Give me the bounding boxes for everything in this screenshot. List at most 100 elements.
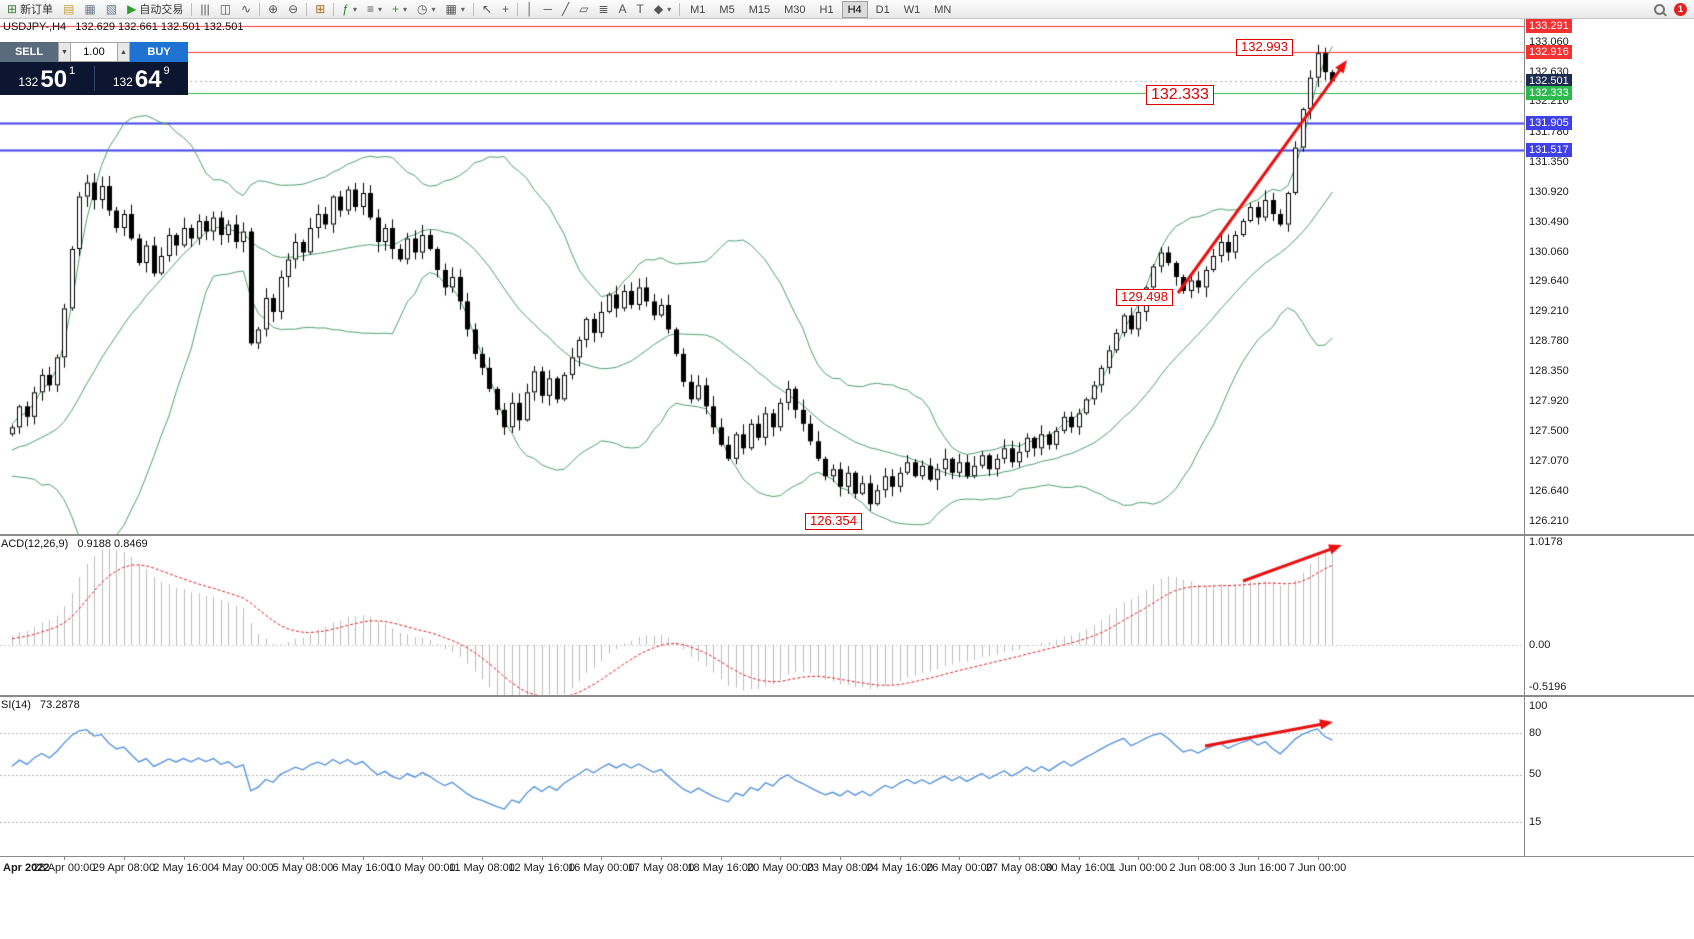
volume-decrease-button[interactable]: ▼ <box>58 42 71 62</box>
timeframe-w1-button[interactable]: W1 <box>903 3 921 16</box>
horizontal-line-button[interactable]: ─ <box>538 1 557 18</box>
price-tick-label: 133.060 <box>1529 36 1569 48</box>
auto-trading-button[interactable]: ▶ 自动交易 <box>122 1 188 18</box>
channel-button[interactable]: ▱ <box>574 1 593 18</box>
time-tick <box>422 857 424 860</box>
timeframe-h4-button[interactable]: H4 <box>841 0 868 18</box>
templates-dropdown-icon[interactable]: ▾ <box>460 4 465 14</box>
rsi-indicator-panel[interactable] <box>0 697 1524 856</box>
objects-list-button[interactable]: ≡ ▾ <box>362 1 387 18</box>
macd-indicator-panel[interactable] <box>0 536 1524 695</box>
ohlc-values: 132.629 132.661 132.501 132.501 <box>75 21 244 33</box>
text-button[interactable]: A <box>614 1 632 18</box>
time-tick <box>899 857 901 860</box>
timeframe-group: M1 M5 M15 M30 H1 H4 D1 W1 MN <box>683 0 958 18</box>
bid-price[interactable]: 132 50 1 <box>0 62 94 95</box>
add-indicator-button[interactable]: + ▾ <box>387 1 412 18</box>
text-label-button[interactable]: T <box>632 1 649 18</box>
trade-controls-row: SELL ▼ ▲ BUY <box>0 42 188 62</box>
indicators-button[interactable]: ƒ ▾ <box>337 1 362 18</box>
price-callout[interactable]: 132.993 <box>1236 39 1293 56</box>
time-axis[interactable]: Apr 2022 28 Apr 00:00 29 Apr 08:00 2 May 16… <box>0 857 1524 877</box>
date-label: 5 May 08:00 <box>272 862 334 874</box>
rsi-axis-label: 15 <box>1529 816 1542 828</box>
templates-button[interactable]: ▦ ▾ <box>441 1 470 18</box>
timeframe-mn-button[interactable]: MN <box>934 3 952 16</box>
new-order-button[interactable]: ⊞ 新订单 <box>2 1 58 18</box>
new-order-label: 新订单 <box>20 4 54 16</box>
search-icon[interactable] <box>1653 3 1666 16</box>
date-label: 2 May 16:00 <box>153 862 214 874</box>
date-label: 26 May 00:00 <box>926 862 993 874</box>
bar-chart-mode-button[interactable]: ||| <box>195 1 214 18</box>
toolbar-group: ⊕ ⊖ <box>263 0 303 18</box>
date-label: 6 May 16:00 <box>332 862 393 874</box>
tile-windows-button[interactable]: ⊞ <box>310 1 330 18</box>
vertical-line-button[interactable]: │ <box>521 1 539 18</box>
profiles-button[interactable]: ▤ <box>58 1 79 18</box>
ask-big-figure: 132 <box>112 74 133 89</box>
indicators-icon: ƒ <box>342 2 349 16</box>
zoom-in-button[interactable]: ⊕ <box>263 1 283 18</box>
charts-window-button[interactable]: ▦ <box>79 1 100 18</box>
date-label: 12 May 16:00 <box>508 862 575 874</box>
charts-window-icon: ▦ <box>84 2 96 16</box>
price-tick-label: 127.500 <box>1529 424 1569 437</box>
volume-input[interactable] <box>71 42 117 62</box>
indicators-dropdown-icon[interactable]: ▾ <box>352 4 357 14</box>
cursor-button[interactable]: ↖ <box>477 1 497 18</box>
candlestick-mode-button[interactable]: ◫ <box>215 1 236 18</box>
price-tick-label: 126.640 <box>1529 484 1569 497</box>
add-indicator-dropdown-icon[interactable]: ▾ <box>403 4 408 14</box>
data-window-button[interactable]: ▧ <box>101 1 122 18</box>
fibonacci-button[interactable]: ≣ <box>593 1 613 18</box>
timeframe-m30-button[interactable]: M30 <box>784 3 806 16</box>
crosshair-button[interactable]: + <box>497 1 514 18</box>
price-callout[interactable]: 126.354 <box>805 513 862 530</box>
new-order-icon: ⊞ <box>7 2 18 16</box>
timeframe-m1-button[interactable]: M1 <box>690 3 706 16</box>
periods-button[interactable]: ◷ ▾ <box>412 1 441 18</box>
price-callout[interactable]: 129.498 <box>1116 289 1173 306</box>
price-line-badge: 131.905 <box>1526 115 1572 130</box>
ask-price[interactable]: 132 64 9 <box>95 62 189 95</box>
buy-button[interactable]: BUY <box>130 42 188 62</box>
trendline-button[interactable]: ╱ <box>557 1 574 18</box>
date-label: 2 Jun 08:00 <box>1169 862 1227 874</box>
price-tick-label: 129.640 <box>1529 275 1569 288</box>
date-label: 4 May 00:00 <box>212 862 274 874</box>
one-click-trading-panel: SELL ▼ ▲ BUY 132 50 1 132 64 9 <box>0 42 188 95</box>
arrow-objects-button[interactable]: ◆ ▾ <box>649 1 676 18</box>
sell-button[interactable]: SELL <box>0 42 58 62</box>
trendline-icon: ╱ <box>562 2 570 16</box>
zoom-out-button[interactable]: ⊖ <box>283 1 303 18</box>
notification-badge[interactable]: 1 <box>1674 2 1687 16</box>
date-label: 23 May 08:00 <box>806 862 874 874</box>
date-label: 3 Jun 16:00 <box>1229 862 1287 874</box>
time-tick <box>481 857 483 860</box>
volume-increase-button[interactable]: ▲ <box>117 42 130 62</box>
price-callout[interactable]: 132.333 <box>1146 85 1214 106</box>
timeframe-d1-button[interactable]: D1 <box>875 3 890 16</box>
date-label: 28 Apr 00:00 <box>33 862 96 874</box>
date-label: 20 May 00:00 <box>747 862 814 874</box>
panel-separator[interactable] <box>0 534 1694 536</box>
panel-separator[interactable] <box>0 695 1694 697</box>
toolbar-button-groups: ⊞ 新订单 ▤ ▦ ▧ ▶ 自动交易 ||| ◫ ∿ ⊕ ⊖ ⊞ ƒ ▾ ≡ ▾ + ▾ ◷ ▾ ▦ ▾ ↖ + │ ─ ╱ ▱ ≣ A T ◆… <box>2 0 958 18</box>
time-tick <box>302 857 304 860</box>
timeframe-h1-button[interactable]: H1 <box>819 3 834 16</box>
arrow-objects-dropdown-icon[interactable]: ▾ <box>667 4 672 14</box>
tile-windows-icon: ⊞ <box>315 2 326 16</box>
periods-dropdown-icon[interactable]: ▾ <box>431 4 436 14</box>
main-chart[interactable] <box>0 19 1524 534</box>
price-axis[interactable]: 133.060 132.630 132.210 131.780 131.350 130.9… <box>1525 0 1694 939</box>
quote-divider <box>93 66 95 91</box>
data-window-icon: ▧ <box>105 2 118 16</box>
timeframe-m5-button[interactable]: M5 <box>719 3 735 16</box>
panel-separator <box>0 856 1694 857</box>
timeframe-m15-button[interactable]: M15 <box>748 3 771 16</box>
line-chart-mode-button[interactable]: ∿ <box>236 1 256 18</box>
date-label: 16 May 00:00 <box>568 862 635 874</box>
objects-list-dropdown-icon[interactable]: ▾ <box>378 4 383 14</box>
